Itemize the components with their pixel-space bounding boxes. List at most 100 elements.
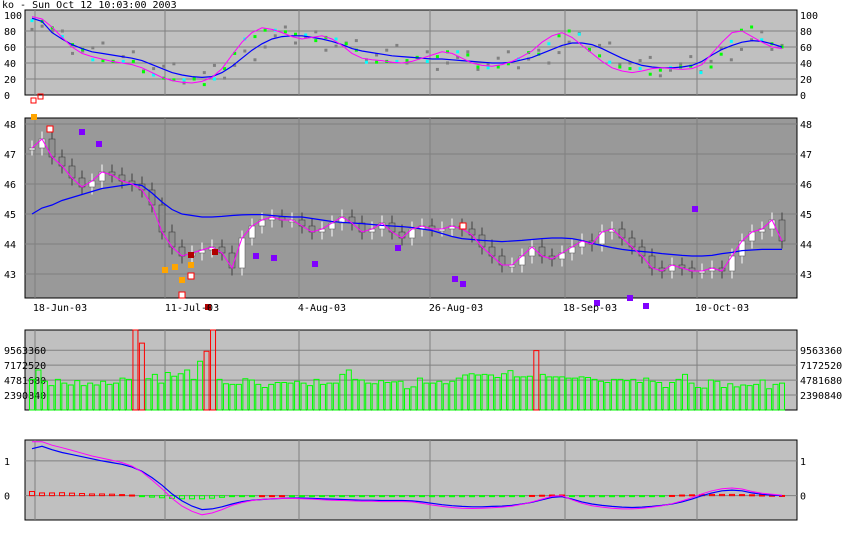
volume-bar bbox=[468, 373, 475, 411]
osc-point bbox=[628, 61, 632, 65]
osc-point bbox=[446, 50, 450, 54]
macd-histogram-bar bbox=[299, 495, 305, 498]
osc-point bbox=[253, 35, 257, 39]
osc-point bbox=[689, 55, 693, 59]
macd-histogram-bar bbox=[669, 494, 675, 497]
osc-point bbox=[476, 65, 480, 69]
volume-bar bbox=[313, 378, 320, 411]
volume-bar bbox=[87, 382, 94, 411]
osc-tick-right: 80 bbox=[800, 27, 812, 38]
volume-bar bbox=[287, 382, 294, 411]
macd-histogram-bar bbox=[69, 492, 75, 497]
osc-point bbox=[273, 34, 277, 38]
osc-point bbox=[760, 30, 764, 34]
volume-bar bbox=[397, 380, 404, 411]
osc-point bbox=[152, 73, 156, 77]
macd-histogram-bar bbox=[99, 493, 105, 497]
osc-point bbox=[567, 40, 571, 44]
macd-histogram-bar bbox=[459, 495, 465, 498]
osc-point bbox=[385, 48, 389, 52]
osc-point bbox=[364, 60, 368, 64]
macd-histogram-bar bbox=[209, 495, 215, 499]
volume-bar bbox=[630, 378, 637, 411]
price-tick-left: 47 bbox=[4, 150, 16, 161]
osc-point bbox=[121, 59, 125, 63]
volume-bar bbox=[158, 382, 165, 411]
volume-bar bbox=[552, 376, 559, 411]
osc-point bbox=[152, 67, 156, 71]
signal-marker-open bbox=[459, 222, 467, 230]
volume-bar bbox=[546, 376, 553, 411]
osc-point bbox=[679, 62, 683, 66]
osc-point bbox=[618, 65, 622, 69]
osc-point bbox=[162, 64, 166, 68]
volume-bar bbox=[585, 377, 592, 411]
date-tick: 11-Jul-03 bbox=[165, 303, 219, 314]
macd-histogram-bar bbox=[49, 492, 55, 497]
price-tick-right: 43 bbox=[800, 270, 812, 281]
osc-point bbox=[172, 62, 176, 66]
osc-point bbox=[527, 57, 531, 61]
signal-marker-open bbox=[178, 291, 186, 299]
osc-series-magenta bbox=[31, 16, 783, 84]
osc-tick-left: 100 bbox=[4, 11, 22, 22]
volume-bar bbox=[533, 350, 540, 411]
candle-body bbox=[778, 219, 786, 242]
macd-histogram-bar bbox=[539, 494, 545, 497]
volume-bar bbox=[371, 383, 378, 411]
osc-point bbox=[577, 32, 581, 36]
macd-histogram-bar bbox=[269, 495, 275, 498]
macd-histogram-bar bbox=[479, 495, 485, 498]
price-tick-right: 44 bbox=[800, 240, 812, 251]
volume-bar bbox=[197, 360, 204, 411]
osc-point bbox=[669, 68, 673, 72]
osc-point bbox=[30, 27, 34, 31]
osc-point bbox=[760, 38, 764, 42]
osc-point bbox=[283, 25, 287, 29]
volume-bar bbox=[682, 373, 689, 411]
osc-point bbox=[425, 50, 429, 54]
date-tick: 26-Aug-03 bbox=[429, 303, 483, 314]
osc-point bbox=[334, 37, 338, 41]
macd-histogram-bar bbox=[29, 490, 35, 497]
osc-point bbox=[395, 43, 399, 47]
osc-point bbox=[699, 71, 703, 75]
volume-bar bbox=[210, 329, 217, 411]
osc-point bbox=[496, 65, 500, 69]
macd-tick-right: 1 bbox=[800, 457, 806, 468]
osc-point bbox=[233, 63, 237, 67]
osc-tick-right: 40 bbox=[800, 59, 812, 70]
volume-bar bbox=[746, 385, 753, 411]
signal-marker bbox=[460, 281, 466, 287]
volume-bar bbox=[720, 387, 727, 411]
signal-marker bbox=[96, 141, 102, 147]
price-tick-right: 47 bbox=[800, 150, 812, 161]
macd-histogram-bar bbox=[159, 495, 165, 499]
volume-bar bbox=[520, 376, 527, 411]
osc-point bbox=[192, 77, 196, 81]
osc-point bbox=[253, 58, 257, 62]
macd-tick-left: 0 bbox=[4, 492, 10, 503]
volume-bar bbox=[455, 377, 462, 411]
osc-point bbox=[375, 60, 379, 64]
date-tick: 18-Sep-03 bbox=[563, 303, 617, 314]
macd-histogram-bar bbox=[109, 493, 115, 497]
volume-bar bbox=[281, 382, 288, 411]
osc-point bbox=[557, 51, 561, 55]
osc-point bbox=[587, 47, 591, 51]
volume-bar bbox=[714, 380, 721, 411]
macd-histogram-bar bbox=[359, 495, 365, 498]
osc-point bbox=[608, 60, 612, 64]
osc-point bbox=[304, 33, 308, 37]
price-tick-left: 46 bbox=[4, 180, 16, 191]
volume-bar bbox=[423, 382, 430, 411]
macd-histogram-bar bbox=[759, 494, 765, 497]
volume-bar bbox=[345, 369, 352, 411]
volume-bar bbox=[688, 382, 695, 411]
osc-point bbox=[598, 43, 602, 47]
osc-point bbox=[405, 59, 409, 63]
macd-histogram-bar bbox=[429, 495, 435, 498]
volume-bar bbox=[572, 377, 579, 411]
volume-bar bbox=[753, 383, 760, 411]
macd-histogram-bar bbox=[339, 495, 345, 498]
